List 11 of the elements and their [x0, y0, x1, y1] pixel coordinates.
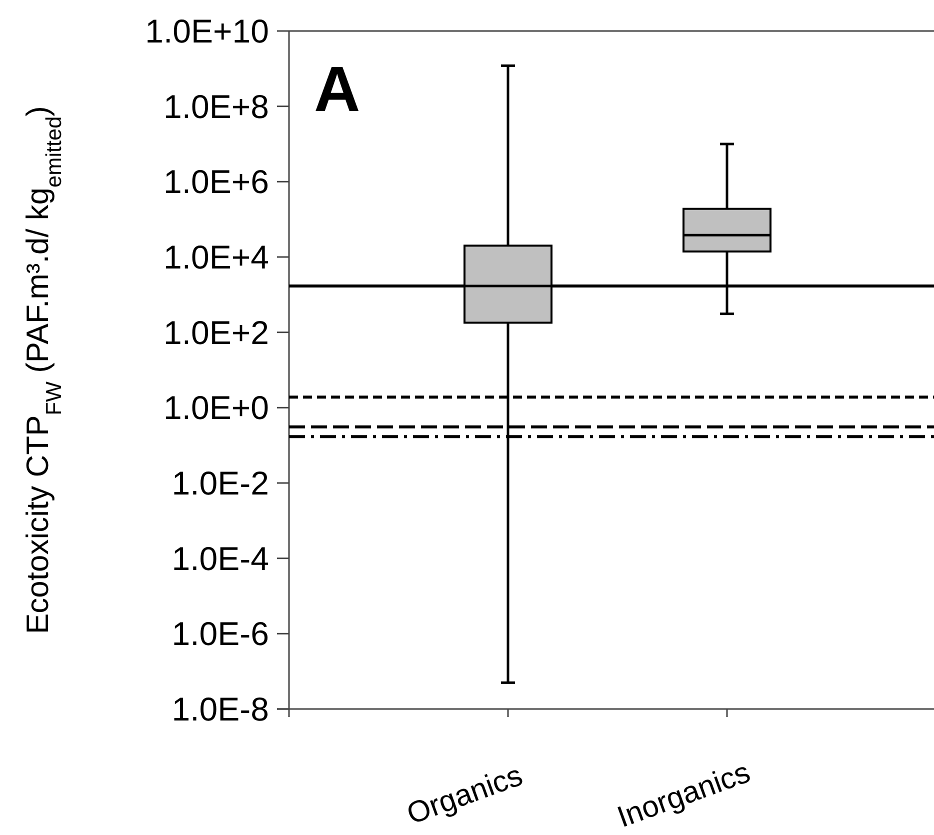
y-tick-label: 1.0E+0 — [163, 389, 269, 426]
y-tick-label: 1.0E+6 — [163, 163, 269, 200]
y-tick-label: 1.0E-4 — [172, 540, 269, 577]
y-tick-label: 1.0E-6 — [172, 615, 269, 652]
y-tick-label: 1.0E+10 — [145, 12, 269, 50]
y-tick-label: 1.0E-2 — [172, 464, 269, 502]
y-tick-label: 1.0E+4 — [163, 238, 269, 276]
y-tick-label: 1.0E-8 — [172, 690, 269, 728]
annotation: A — [314, 53, 360, 125]
y-tick-label: 1.0E+2 — [163, 314, 269, 351]
y-tick-label: 1.0E+8 — [163, 88, 269, 125]
